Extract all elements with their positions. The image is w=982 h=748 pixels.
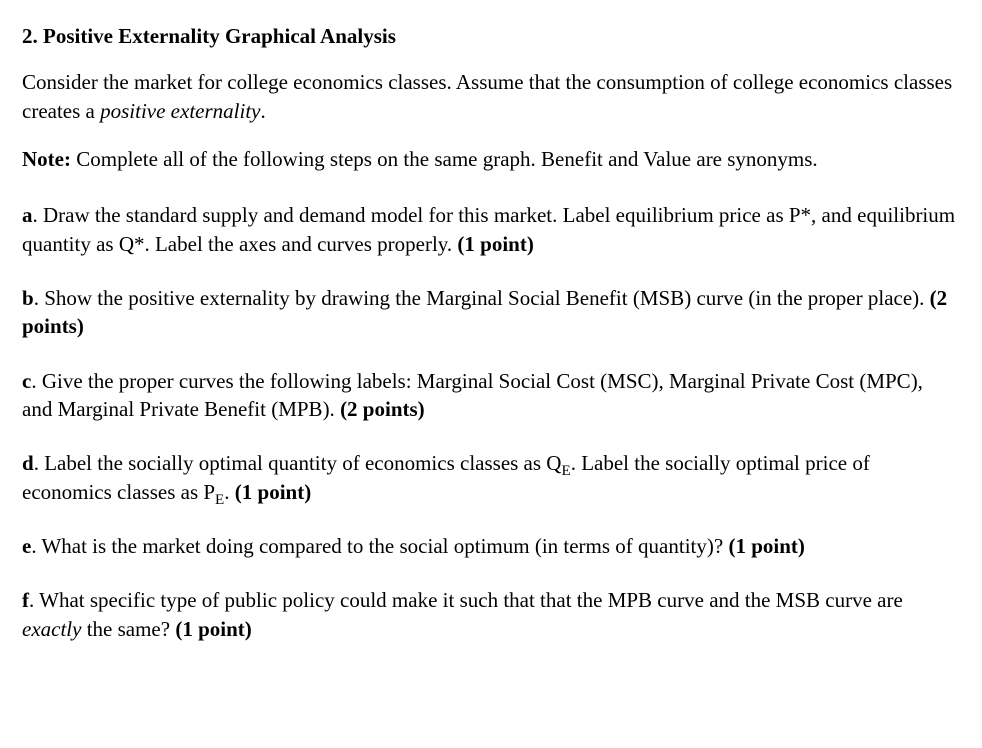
item-e: e. What is the market doing compared to … (22, 532, 956, 560)
item-f: f. What specific type of public policy c… (22, 586, 956, 643)
item-f-emphasis: exactly (22, 617, 81, 641)
item-f-label: f (22, 588, 29, 612)
item-c: c. Give the proper curves the following … (22, 367, 956, 424)
note-text: Complete all of the following steps on t… (71, 147, 818, 171)
intro-post: . (260, 99, 265, 123)
item-f-post: the same? (81, 617, 175, 641)
item-d: d. Label the socially optimal quantity o… (22, 449, 956, 506)
item-d-points: (1 point) (235, 480, 311, 504)
item-a-label: a (22, 203, 33, 227)
item-f-pre: . What specific type of public policy co… (29, 588, 903, 612)
intro-emphasis: positive externality (100, 99, 260, 123)
item-d-pre: . Label the socially optimal quantity of… (34, 451, 562, 475)
item-e-points: (1 point) (728, 534, 804, 558)
item-c-points: (2 points) (340, 397, 425, 421)
note-line: Note: Complete all of the following step… (22, 145, 956, 173)
item-e-label: e (22, 534, 31, 558)
item-e-text: . What is the market doing compared to t… (31, 534, 728, 558)
item-d-post: . (224, 480, 235, 504)
item-d-sub1: E (561, 464, 570, 480)
item-d-sub2: E (215, 492, 224, 508)
item-a: a. Draw the standard supply and demand m… (22, 201, 956, 258)
item-b-text: . Show the positive externality by drawi… (34, 286, 930, 310)
intro-paragraph: Consider the market for college economic… (22, 68, 956, 125)
item-b-label: b (22, 286, 34, 310)
item-d-label: d (22, 451, 34, 475)
item-a-points: (1 point) (457, 232, 533, 256)
note-label: Note: (22, 147, 71, 171)
item-b: b. Show the positive externality by draw… (22, 284, 956, 341)
section-heading: 2. Positive Externality Graphical Analys… (22, 22, 956, 50)
item-c-text: . Give the proper curves the following l… (22, 369, 923, 421)
item-c-label: c (22, 369, 31, 393)
item-f-points: (1 point) (175, 617, 251, 641)
